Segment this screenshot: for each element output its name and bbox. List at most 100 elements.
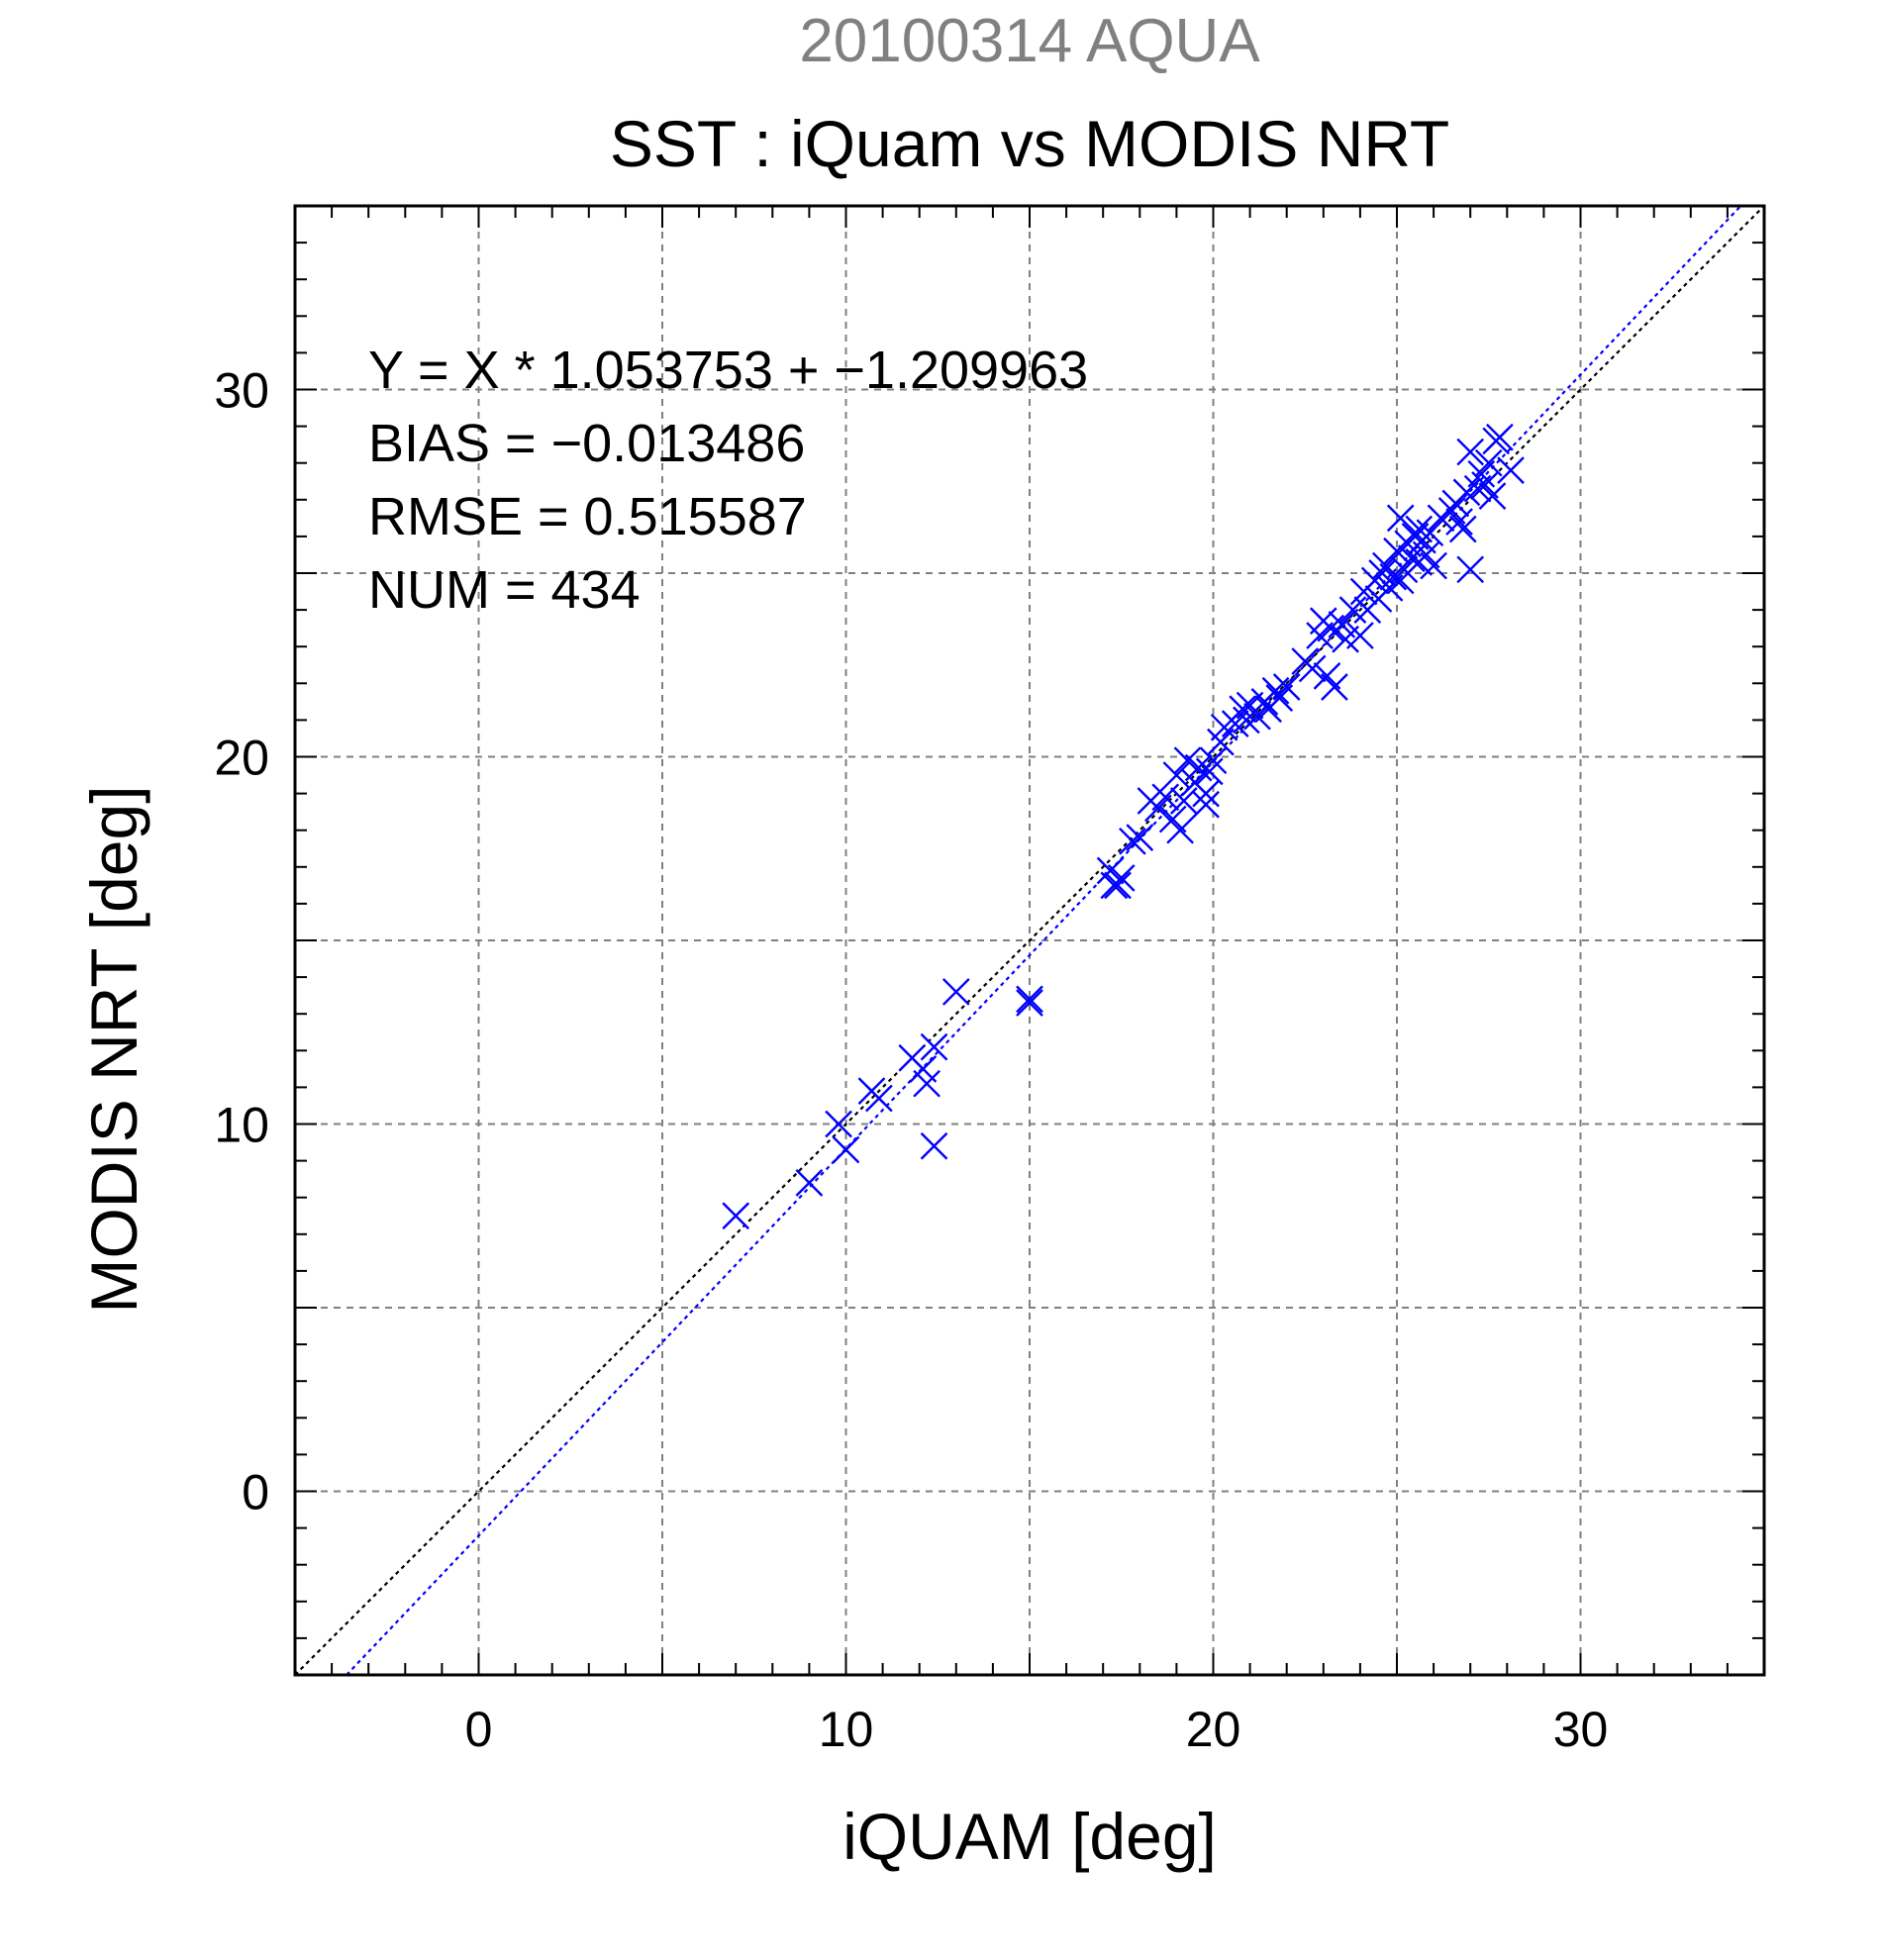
data-point-stroke (1173, 746, 1202, 775)
data-point-stroke (1321, 673, 1348, 701)
data-point (1192, 790, 1220, 819)
data-point-stroke (1328, 611, 1356, 638)
data-point (1346, 622, 1374, 649)
data-point-stroke (1445, 508, 1473, 536)
data-point-stroke (795, 1169, 824, 1197)
data-point-stroke (1448, 515, 1477, 543)
data-point (1416, 519, 1444, 547)
data-point-stroke (1437, 497, 1466, 525)
data-point-stroke (1405, 515, 1434, 543)
data-point (865, 1084, 893, 1113)
data-point-stroke (1456, 555, 1485, 584)
data-point (1478, 482, 1507, 510)
data-point (832, 1135, 860, 1164)
data-point (1199, 746, 1228, 775)
one-to-one-line (294, 205, 1765, 1676)
tick-labels: 0 10 20 30 0 10 20 30 (214, 363, 1608, 1758)
data-point-stroke (1346, 622, 1374, 649)
data-point-stroke (1192, 779, 1220, 808)
regression-line (346, 205, 1742, 1676)
y-tick-label: 10 (214, 1098, 269, 1153)
bias-stat: BIAS = −0.013486 (368, 414, 805, 473)
data-point-stroke (1151, 783, 1180, 812)
data-point (1338, 596, 1367, 624)
data-point (1420, 551, 1447, 580)
data-point-stroke (941, 978, 970, 1006)
data-point (1126, 824, 1154, 851)
data-point-stroke (865, 1084, 893, 1113)
data-point (1321, 673, 1348, 701)
data-point (1298, 654, 1327, 683)
data-point-stroke (1471, 471, 1499, 499)
minor-ticks (295, 206, 1764, 1675)
num-stat: NUM = 434 (368, 560, 641, 620)
data-point-stroke (1497, 456, 1525, 484)
data-point-stroke (1119, 827, 1146, 855)
data-point-stroke (1386, 504, 1415, 533)
data-point (1229, 695, 1257, 724)
y-tick-label: 0 (242, 1465, 269, 1520)
x-tick-label: 0 (465, 1702, 493, 1757)
data-point (1272, 673, 1301, 701)
chart-title: SST : iQuam vs MODIS NRT (610, 107, 1449, 180)
data-point-stroke (722, 1202, 750, 1230)
data-point (1452, 478, 1481, 507)
data-point (825, 1110, 852, 1138)
data-point (1317, 614, 1345, 642)
data-point (1016, 985, 1043, 1014)
data-point-stroke (825, 1110, 852, 1138)
x-tick-label: 20 (1186, 1702, 1241, 1757)
regression-equation: Y = X * 1.053753 + −1.209963 (368, 341, 1088, 400)
data-point (920, 1032, 948, 1061)
data-point-stroke (1313, 662, 1341, 690)
data-point (1119, 827, 1146, 855)
y-axis-label: MODIS NRT [deg] (77, 785, 150, 1313)
data-point-stroke (1096, 856, 1125, 885)
data-point-stroke (1107, 864, 1136, 892)
data-point-stroke (909, 1055, 938, 1083)
data-point-stroke (1420, 551, 1447, 580)
x-tick-label: 30 (1553, 1702, 1609, 1757)
data-point-stroke (1221, 710, 1249, 737)
data-point-stroke (1166, 816, 1194, 844)
data-point-stroke (920, 1131, 948, 1160)
data-point-stroke (1368, 559, 1397, 587)
data-point-stroke (1486, 423, 1514, 451)
data-point-stroke (920, 1032, 948, 1061)
data-point-stroke (1272, 673, 1301, 701)
data-point (1195, 757, 1224, 786)
data-point (920, 1131, 948, 1160)
data-point (1486, 423, 1514, 451)
data-point (1448, 515, 1477, 543)
data-point-stroke (1104, 871, 1132, 900)
data-point (1104, 871, 1132, 900)
data-point-stroke (1229, 695, 1257, 724)
reference-lines (294, 205, 1765, 1676)
data-point (1456, 438, 1485, 466)
y-tick-label: 20 (214, 731, 269, 786)
data-point-stroke (1192, 790, 1220, 819)
data-point-stroke (913, 1069, 940, 1098)
y-tick-label: 30 (214, 363, 269, 419)
data-point (722, 1202, 750, 1230)
data-point (1456, 555, 1485, 584)
data-point-stroke (1456, 438, 1485, 466)
data-point (1166, 816, 1194, 844)
data-point-stroke (1195, 757, 1224, 786)
data-point-stroke (1126, 824, 1154, 851)
data-point-stroke (1016, 985, 1043, 1014)
data-point-stroke (1478, 482, 1507, 510)
data-point-stroke (1261, 676, 1290, 705)
data-point (1386, 504, 1415, 533)
data-point-stroke (1416, 519, 1444, 547)
data-point (1497, 456, 1525, 484)
grid-lines (295, 206, 1764, 1675)
data-point (913, 1069, 940, 1098)
data-point (1261, 676, 1290, 705)
data-point (1184, 753, 1213, 782)
data-point-stroke (1158, 805, 1187, 833)
data-point (1221, 710, 1249, 737)
data-point (1474, 448, 1503, 477)
data-point-stroke (1199, 746, 1228, 775)
